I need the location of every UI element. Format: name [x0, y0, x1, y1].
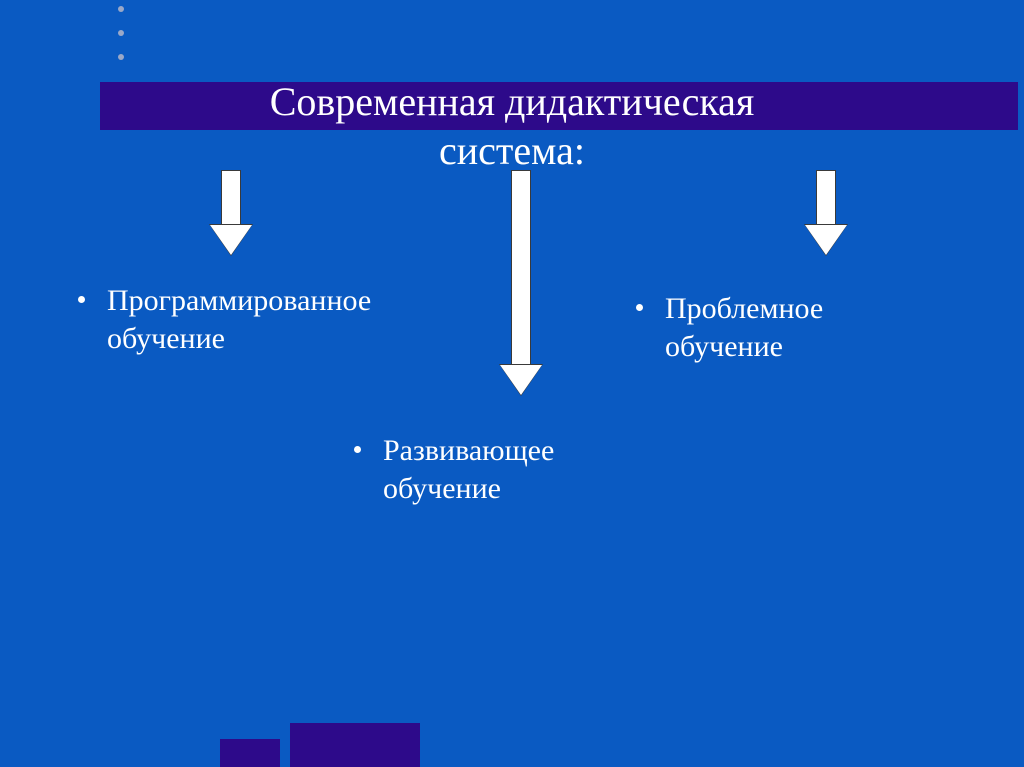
bullet-dot-icon	[78, 296, 85, 303]
title-line-2: система:	[439, 128, 585, 173]
arrow-down-icon	[500, 170, 542, 395]
bullet-text: Проблемноеобучение	[665, 290, 823, 365]
decor-dot	[118, 30, 124, 36]
deco-bar	[290, 723, 420, 767]
arrow-down-icon	[210, 170, 252, 255]
arrow-down-icon	[805, 170, 847, 255]
slide: Современная дидактическая система: Прогр…	[0, 0, 1024, 767]
decor-dot	[118, 54, 124, 60]
bullet-text: Развивающееобучение	[383, 432, 554, 507]
bullet-dot-icon	[636, 304, 643, 311]
slide-title: Современная дидактическая система:	[0, 78, 1024, 176]
bullet-dot-icon	[354, 446, 361, 453]
bullet-item: Программированноеобучение	[78, 282, 458, 357]
bullet-text: Программированноеобучение	[107, 282, 371, 357]
bullet-item: Проблемноеобучение	[636, 290, 956, 365]
deco-bar	[220, 739, 280, 767]
decor-dot	[118, 6, 124, 12]
title-line-1: Современная дидактическая	[270, 79, 755, 124]
bullet-item: Развивающееобучение	[354, 432, 674, 507]
